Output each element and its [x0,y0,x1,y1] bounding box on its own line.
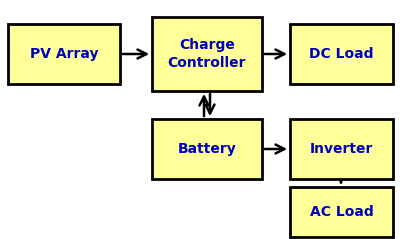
Text: PV Array: PV Array [30,47,98,61]
Text: Battery: Battery [178,142,236,156]
FancyBboxPatch shape [290,119,393,179]
FancyBboxPatch shape [152,17,262,91]
FancyBboxPatch shape [290,24,393,84]
Text: AC Load: AC Load [310,205,373,219]
Text: Charge
Controller: Charge Controller [168,38,246,70]
FancyBboxPatch shape [152,119,262,179]
Text: Inverter: Inverter [310,142,373,156]
FancyBboxPatch shape [290,187,393,237]
Text: DC Load: DC Load [309,47,374,61]
FancyBboxPatch shape [8,24,120,84]
